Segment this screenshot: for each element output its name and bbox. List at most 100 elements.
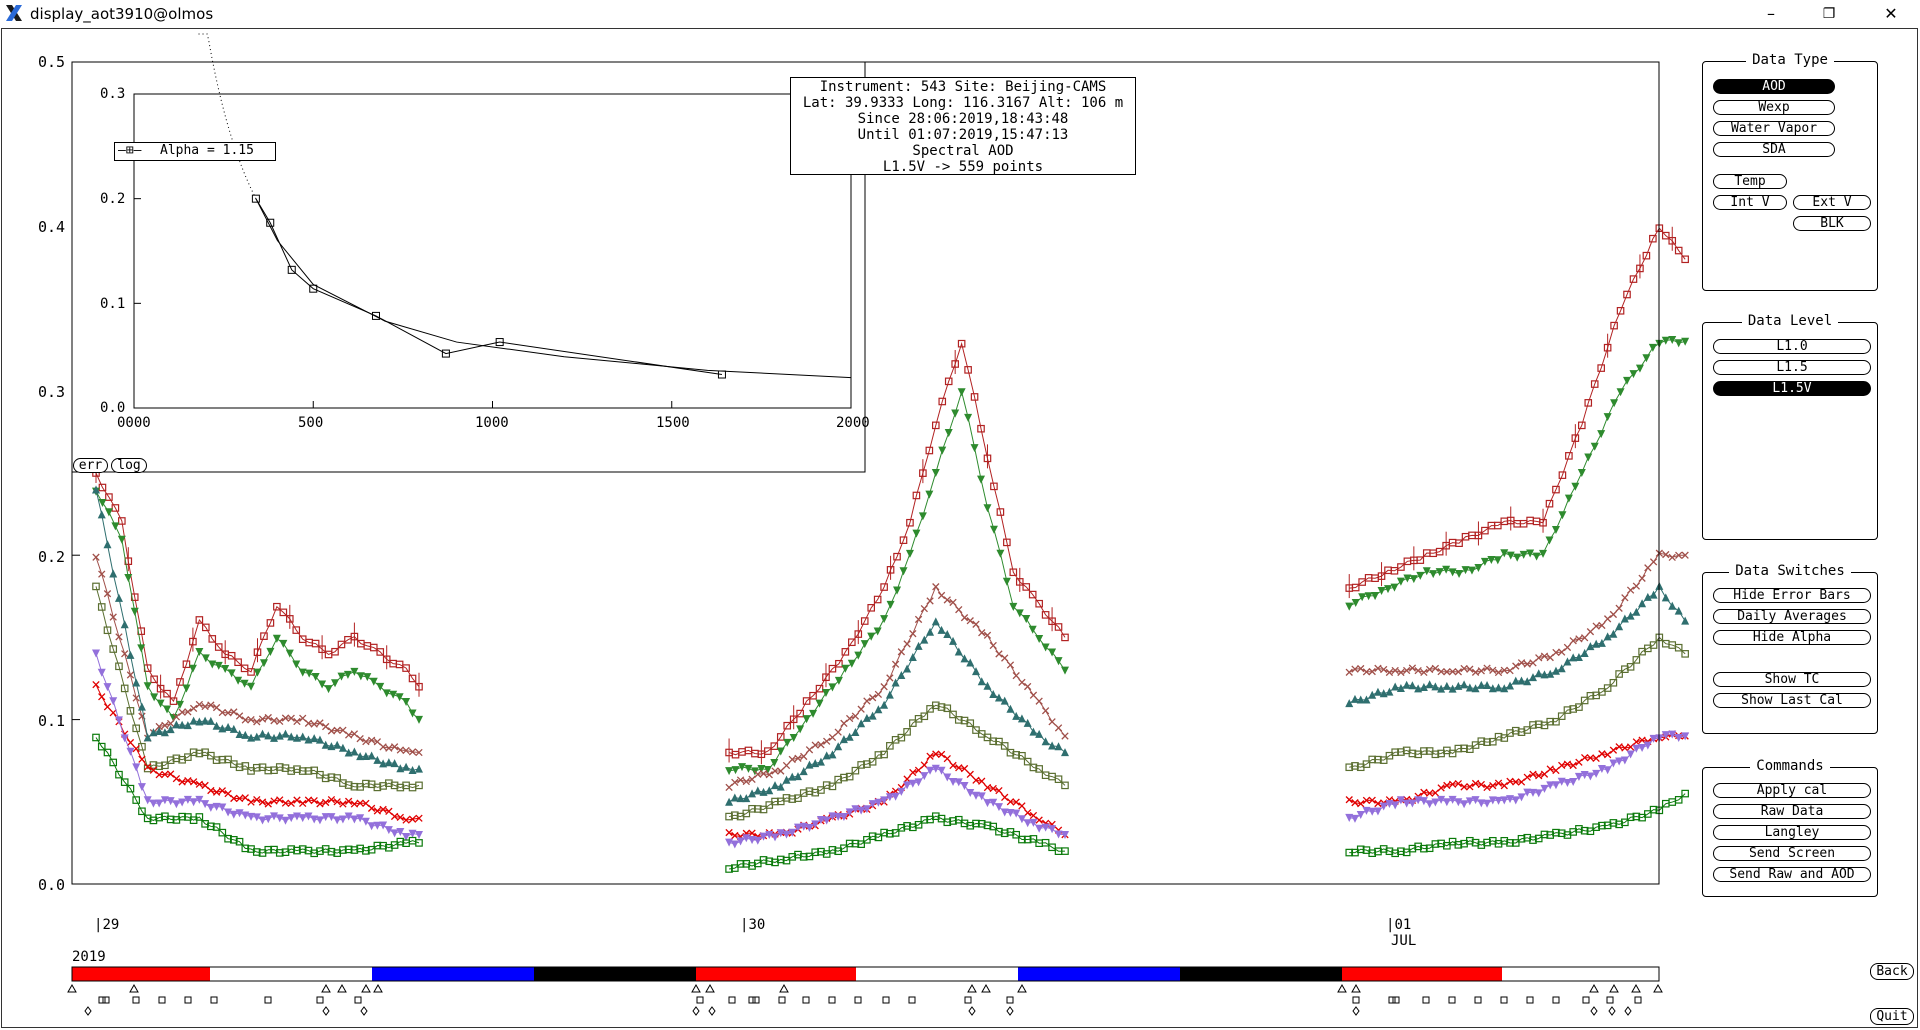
series-5-segment-0-point-19: [201, 781, 209, 790]
series-0-segment-0-point-14: [182, 660, 191, 669]
series-3-segment-0-point-45: [350, 747, 359, 756]
series-3-segment-1-point-10: [782, 775, 791, 784]
back-button[interactable]: Back: [1870, 963, 1914, 980]
series-0-segment-0-point-17: [202, 623, 210, 632]
series-7-segment-2-point-48: [1621, 818, 1629, 827]
series-3-segment-1-point-13: [799, 767, 808, 776]
send-screen-button[interactable]: Send Screen: [1713, 846, 1871, 861]
langley-button[interactable]: Langley: [1713, 825, 1871, 840]
l10-button[interactable]: L1.0: [1713, 339, 1871, 354]
series-5-segment-0-point-28: [253, 795, 261, 804]
water-vapor-button[interactable]: Water Vapor: [1713, 121, 1835, 136]
timeline-triangle-7: [705, 983, 715, 993]
series-7-segment-0-point-36: [298, 845, 307, 853]
ext-v-button[interactable]: Ext V: [1793, 195, 1871, 210]
series-6-segment-1-point-18: [828, 812, 837, 821]
series-3-segment-1-point-4: [748, 789, 757, 798]
series-1-segment-2-point-10: [1409, 575, 1418, 584]
series-1-segment-1-point-11: [796, 725, 805, 734]
series-0-segment-0-point-24: [247, 668, 255, 676]
series-1-segment-2-point-35: [1571, 482, 1580, 491]
series-2-segment-0-point-4: [115, 633, 123, 641]
series-6-segment-2-point-50: [1632, 744, 1641, 753]
timeline-diamond-0: [84, 1006, 92, 1016]
series-0-segment-0-point-43: [369, 643, 378, 652]
series-0-segment-2-point-33: [1558, 471, 1567, 479]
series-2-segment-1-point-40: [955, 606, 963, 614]
close-button[interactable]: ✕: [1884, 4, 1898, 23]
raw-data-button[interactable]: Raw Data: [1713, 804, 1871, 819]
series-7-segment-1-point-29: [891, 829, 900, 837]
series-1-segment-0-point-45: [382, 689, 391, 698]
show-tc-button[interactable]: Show TC: [1713, 672, 1871, 687]
series-5-segment-2-point-38: [1563, 760, 1572, 768]
series-7-segment-0-point-2: [103, 748, 112, 757]
series-3-segment-0-point-41: [327, 742, 336, 751]
series-6-segment-0-point-56: [414, 830, 424, 839]
inset-x-tick-0: 0000: [117, 415, 151, 431]
series-2-segment-1-point-53: [1029, 691, 1038, 699]
series-1-segment-0-point-9: [150, 693, 159, 702]
sda-button[interactable]: SDA: [1713, 142, 1835, 157]
log-button[interactable]: log: [111, 458, 147, 473]
series-0-segment-1-point-46: [1022, 583, 1031, 591]
series-5-segment-2-point-17: [1443, 781, 1451, 790]
timeline-square-11: [748, 996, 756, 1004]
series-0-segment-0-point-21: [227, 651, 236, 660]
series-3-segment-2-point-9: [1396, 683, 1405, 693]
aod-button[interactable]: AOD: [1713, 79, 1835, 94]
timeline-block-5: [856, 967, 1018, 981]
series-3-segment-1-point-42: [966, 658, 975, 667]
blk-button[interactable]: BLK: [1793, 216, 1871, 231]
wexp-button[interactable]: Wexp: [1713, 100, 1835, 115]
series-7-segment-2-point-42: [1586, 827, 1595, 836]
temp-button[interactable]: Temp: [1713, 174, 1787, 189]
series-0-segment-1-point-44: [1009, 568, 1018, 577]
hide-error-bars-button[interactable]: Hide Error Bars: [1713, 588, 1871, 603]
series-7-segment-1-point-12: [794, 850, 802, 859]
series-4-segment-1-point-1: [731, 811, 739, 820]
series-4-segment-1-point-12: [794, 794, 802, 802]
series-7-segment-0-point-49: [373, 841, 382, 850]
int-v-button[interactable]: Int V: [1713, 195, 1787, 210]
series-1-segment-1-point-35: [951, 409, 960, 418]
show-last-cal-button[interactable]: Show Last Cal: [1713, 693, 1871, 708]
series-5-segment-2-point-0: [1345, 796, 1353, 804]
series-7-segment-1-point-55: [1041, 838, 1050, 847]
series-7-segment-0-point-53: [396, 837, 405, 846]
series-0-segment-1-point-7: [770, 742, 779, 750]
l15-button[interactable]: L1.5: [1713, 360, 1871, 375]
l15v-button[interactable]: L1.5V: [1713, 381, 1871, 396]
series-1-segment-1-point-23: [873, 627, 882, 636]
minimize-button[interactable]: –: [1767, 4, 1775, 23]
series-1-segment-0-point-22: [234, 676, 243, 685]
send-raw-and-aod-button[interactable]: Send Raw and AOD: [1713, 867, 1871, 882]
info-location: Lat: 39.9333 Long: 116.3167 Alt: 106 m: [802, 95, 1124, 111]
series-6-segment-0-point-19: [201, 800, 210, 809]
daily-averages-button[interactable]: Daily Averages: [1713, 609, 1871, 624]
series-7-segment-1-point-26: [874, 833, 883, 842]
series-4-segment-2-point-33: [1534, 720, 1543, 729]
series-7-segment-2-point-11: [1408, 844, 1417, 853]
series-1-segment-2-point-8: [1396, 577, 1405, 586]
series-1-segment-0-point-16: [195, 647, 204, 656]
series-2-segment-1-point-32: [909, 630, 917, 638]
series-4-segment-0-point-7: [132, 724, 140, 733]
series-3-segment-1-point-26: [874, 705, 883, 714]
hide-alpha-button[interactable]: Hide Alpha: [1713, 630, 1871, 645]
series-6-segment-1-point-58: [1060, 830, 1070, 839]
maximize-button[interactable]: ❐: [1822, 6, 1836, 22]
series-7-segment-2-point-53: [1649, 805, 1658, 814]
series-1-segment-2-point-31: [1545, 536, 1554, 545]
series-0-segment-0-point-29: [279, 608, 288, 617]
series-6-segment-2-point-9: [1396, 796, 1405, 805]
series-6-segment-2-point-15: [1431, 798, 1440, 807]
timeline-square-25: [1448, 996, 1456, 1004]
apply-cal-button[interactable]: Apply cal: [1713, 783, 1871, 798]
series-2-segment-2-point-52: [1644, 564, 1652, 572]
quit-button[interactable]: Quit: [1870, 1008, 1914, 1025]
series-6-segment-0-point-33: [281, 816, 290, 825]
err-button[interactable]: err: [73, 458, 108, 473]
series-7-segment-2-point-15: [1431, 840, 1440, 848]
series-7-segment-2-point-21: [1466, 836, 1474, 845]
